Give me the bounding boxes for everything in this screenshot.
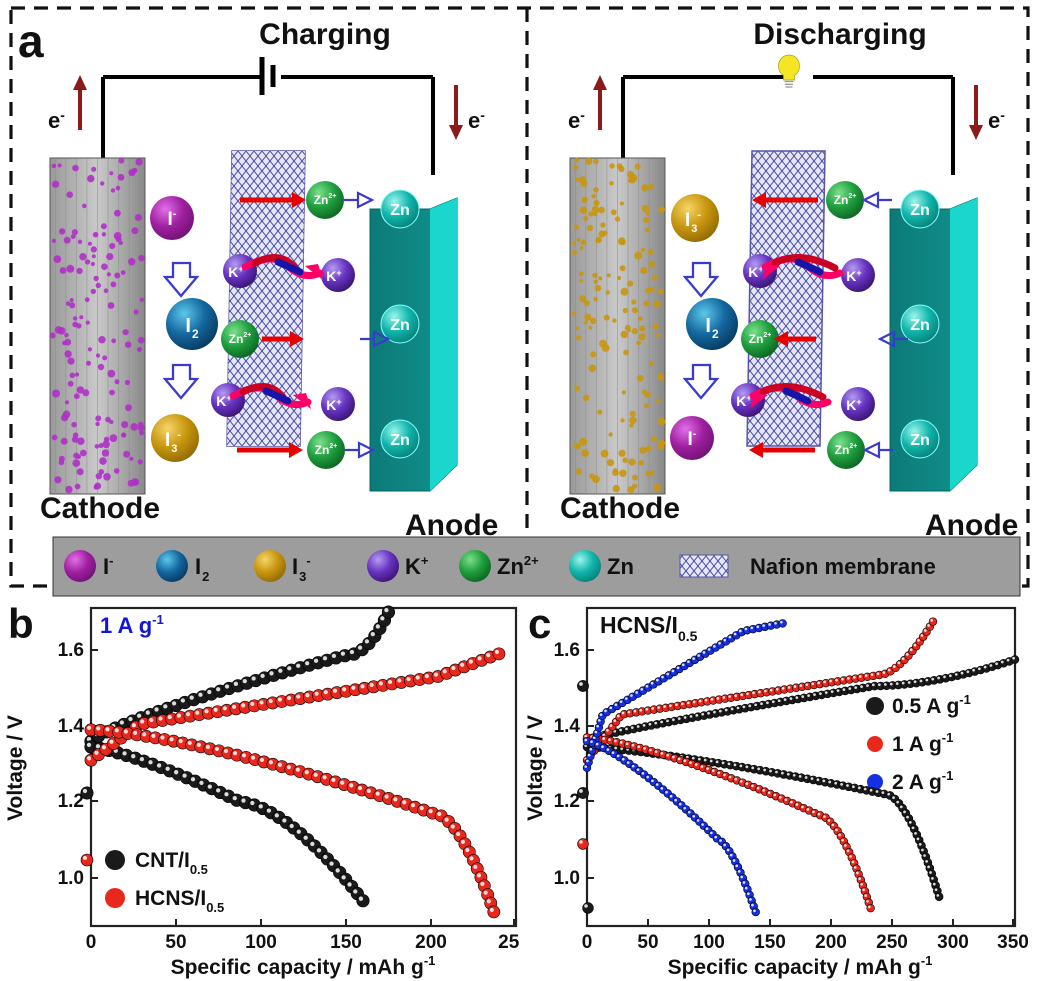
svg-text:1 A g-1: 1 A g-1 <box>892 730 953 756</box>
svg-text:100: 100 <box>245 932 277 953</box>
svg-text:150: 150 <box>330 932 362 953</box>
svg-text:0: 0 <box>582 932 593 953</box>
svg-text:1.6: 1.6 <box>58 640 84 661</box>
svg-text:300: 300 <box>937 932 969 953</box>
svg-text:50: 50 <box>637 932 658 953</box>
svg-text:350: 350 <box>997 932 1029 953</box>
svg-text:1.4: 1.4 <box>554 716 581 737</box>
svg-text:200: 200 <box>815 932 847 953</box>
svg-text:100: 100 <box>693 932 725 953</box>
svg-text:200: 200 <box>415 932 447 953</box>
svg-text:Specific capacity / mAh g-1: Specific capacity / mAh g-1 <box>668 953 933 979</box>
svg-text:150: 150 <box>754 932 786 953</box>
svg-text:50: 50 <box>165 932 186 953</box>
svg-text:1.6: 1.6 <box>554 640 580 661</box>
svg-text:HCNS/I0.5: HCNS/I0.5 <box>135 887 224 915</box>
svg-text:HCNS/I0.5: HCNS/I0.5 <box>600 612 698 644</box>
svg-text:1.0: 1.0 <box>58 868 84 889</box>
svg-text:250: 250 <box>498 932 520 953</box>
svg-text:250: 250 <box>876 932 908 953</box>
svg-text:0: 0 <box>86 932 97 953</box>
svg-text:Zn: Zn <box>607 554 634 579</box>
svg-text:2 A g-1: 2 A g-1 <box>892 768 953 794</box>
svg-text:CNT/I0.5: CNT/I0.5 <box>135 849 208 877</box>
svg-text:1.2: 1.2 <box>554 791 580 812</box>
svg-text:1.2: 1.2 <box>58 791 84 812</box>
svg-text:Specific capacity / mAh g-1: Specific capacity / mAh g-1 <box>171 953 436 979</box>
svg-text:1.0: 1.0 <box>554 868 580 889</box>
svg-text:1.4: 1.4 <box>58 716 85 737</box>
svg-text:Nafion membrane: Nafion membrane <box>750 554 936 579</box>
svg-text:Voltage / V: Voltage / V <box>4 715 27 821</box>
svg-text:Voltage / V: Voltage / V <box>524 715 547 821</box>
svg-text:0.5 A g-1: 0.5 A g-1 <box>892 692 971 718</box>
svg-text:1 A g-1: 1 A g-1 <box>100 612 164 638</box>
